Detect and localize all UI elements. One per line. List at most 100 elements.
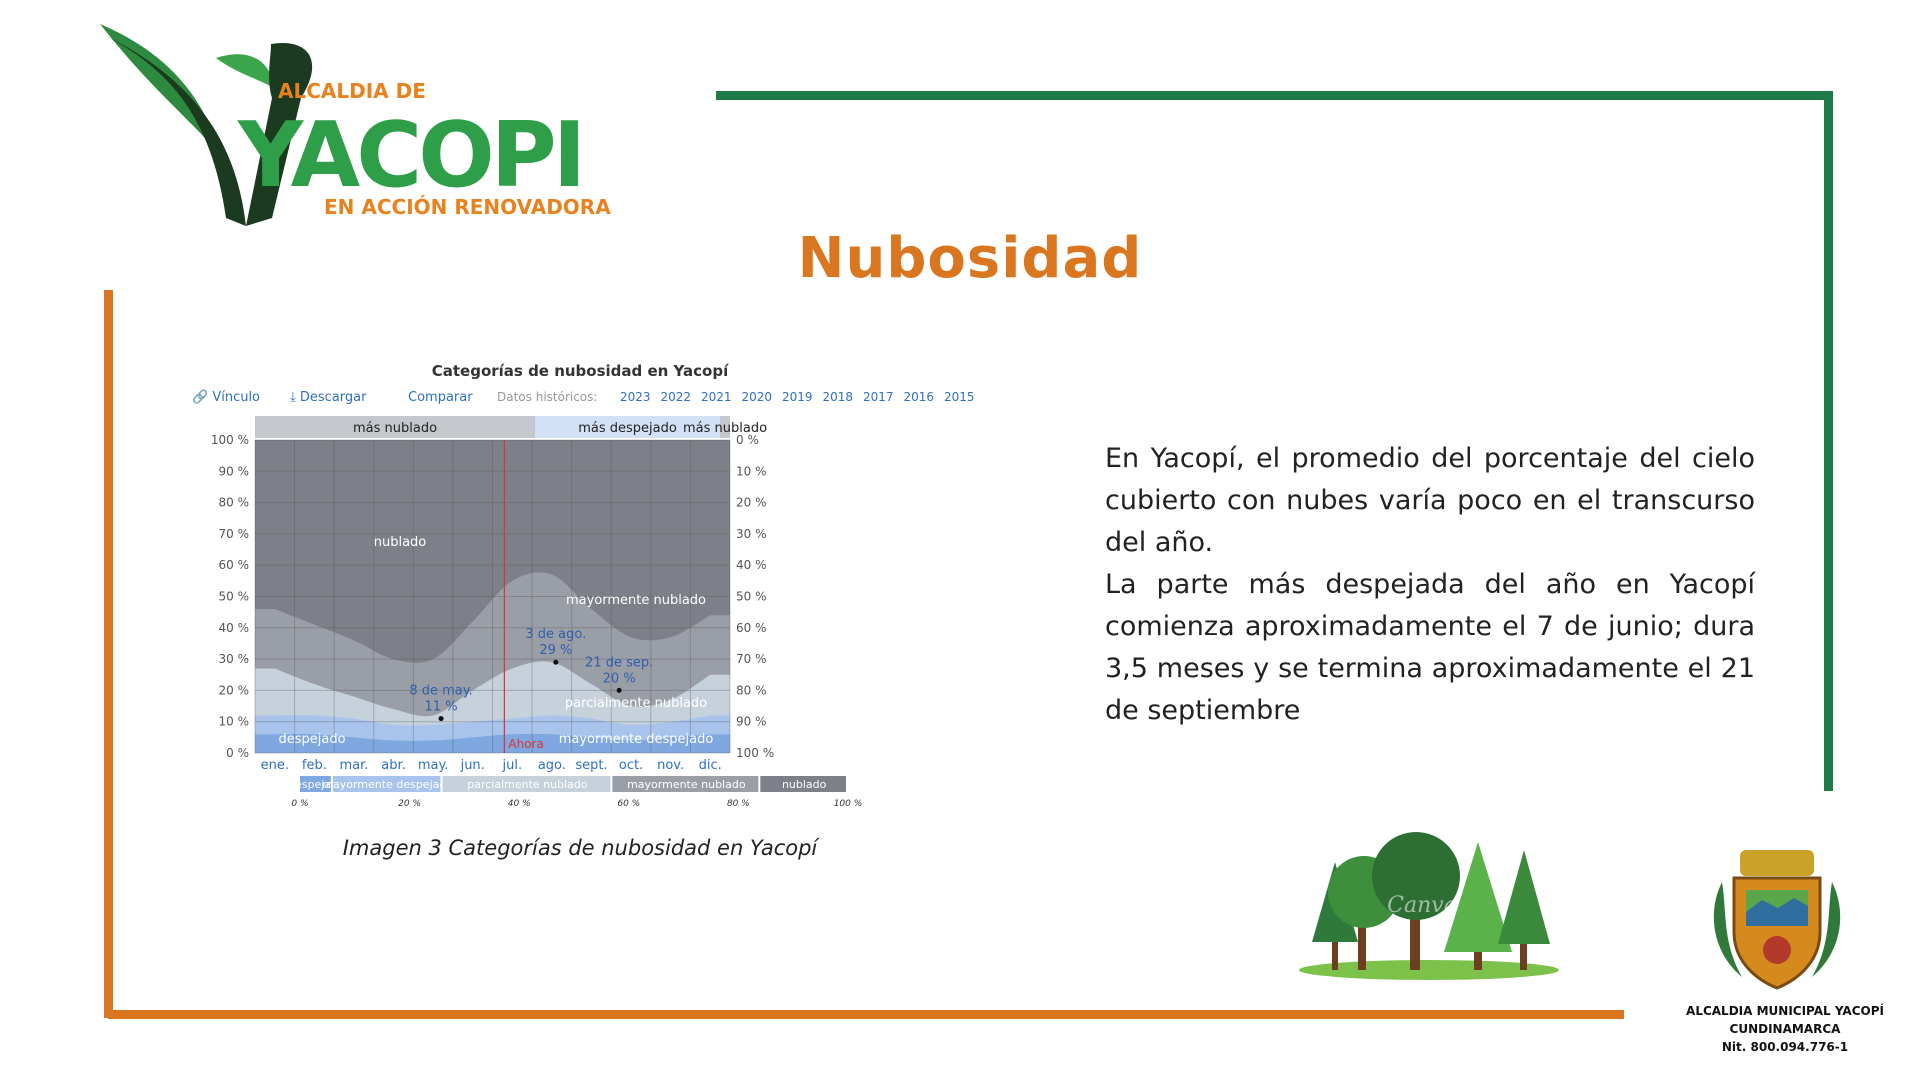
- year-link-2016[interactable]: 2016: [904, 390, 935, 404]
- annotation-point: [553, 659, 559, 665]
- compare-button[interactable]: Comparar: [408, 390, 473, 405]
- org-region: CUNDINAMARCA: [1729, 1022, 1841, 1036]
- annotation-value: 11 %: [425, 700, 458, 715]
- org-nit: Nit. 800.094.776-1: [1721, 1040, 1849, 1054]
- annotation-label: 3 de ago.: [525, 627, 586, 642]
- green-frame-horizontal: [716, 91, 1833, 100]
- area-despejado: [255, 733, 730, 753]
- y-tick-left: 0 %: [226, 746, 249, 760]
- season-band-label: más nublado: [353, 421, 437, 436]
- chart-season-bands: más nublado más despejado más nublado: [255, 416, 767, 438]
- y-tick-left: 10 %: [219, 715, 250, 729]
- year-link-2021[interactable]: 2021: [701, 390, 732, 404]
- y-tick-right: 30 %: [736, 527, 767, 541]
- legend-tick: 100 %: [834, 799, 863, 809]
- x-tick: ene.: [261, 758, 289, 773]
- cloud-cover-chart: Categorías de nubosidad en Yacopí 🔗 Vínc…: [192, 362, 975, 809]
- legend-swatch: [612, 776, 759, 792]
- season-band-label: más despejado: [578, 421, 677, 436]
- y-tick-left: 80 %: [219, 496, 250, 510]
- org-name: ALCALDIA MUNICIPAL YACOPÍ: [1686, 1004, 1884, 1018]
- y-tick-right: 10 %: [736, 464, 767, 478]
- x-tick: jul.: [501, 758, 522, 773]
- year-link-2018[interactable]: 2018: [823, 390, 854, 404]
- x-tick: nov.: [657, 758, 684, 773]
- y-tick-right: 70 %: [736, 652, 767, 666]
- legend-label: despejado: [288, 778, 345, 791]
- region-label: parcialmente nublado: [565, 696, 707, 711]
- legend-label: nublado: [782, 778, 827, 791]
- year-link-2020[interactable]: 2020: [742, 390, 773, 404]
- y-tick-left: 20 %: [219, 683, 250, 697]
- annotation-label: 8 de may.: [409, 684, 472, 699]
- y-tick-left: 100 %: [211, 433, 249, 447]
- x-tick: abr.: [381, 758, 406, 773]
- legend-label: mayormente despejado: [322, 778, 453, 791]
- season-band: [720, 416, 730, 438]
- region-label: despejado: [278, 732, 345, 747]
- description-paragraph-1: En Yacopí, el promedio del porcentaje de…: [1105, 443, 1755, 558]
- season-band: [255, 416, 535, 438]
- year-link-2015[interactable]: 2015: [944, 390, 975, 404]
- alcaldia-logo: ALCALDIA DE YACOPI EN ACCIÓN RENOVADORA: [100, 24, 611, 226]
- y-tick-right: 60 %: [736, 621, 767, 635]
- page-title: Nubosidad: [797, 226, 1143, 291]
- legend-label: mayormente nublado: [627, 778, 746, 791]
- historic-label: Datos históricos:: [497, 390, 597, 404]
- y-tick-right: 50 %: [736, 590, 767, 604]
- chart-areas: [255, 440, 730, 753]
- legend-swatch: [300, 776, 331, 792]
- link-button[interactable]: 🔗 Vínculo: [192, 388, 260, 405]
- y-tick-left: 90 %: [219, 464, 250, 478]
- chart-toolbar: 🔗 Vínculo ⤓ Descargar Comparar Datos histór…: [192, 388, 975, 405]
- green-frame-vertical: [1824, 91, 1833, 791]
- municipal-crest-icon: [1713, 850, 1841, 990]
- x-tick: oct.: [619, 758, 643, 773]
- logo-line1: ALCALDIA DE: [278, 79, 426, 103]
- x-tick: ago.: [538, 758, 566, 773]
- y-tick-right: 40 %: [736, 558, 767, 572]
- now-label: Ahora: [508, 737, 543, 751]
- y-tick-right: 100 %: [736, 746, 774, 760]
- y-tick-left: 40 %: [219, 621, 250, 635]
- x-tick: feb.: [302, 758, 327, 773]
- region-label: nublado: [374, 535, 427, 550]
- image-caption: Imagen 3 Categorías de nubosidad en Yaco…: [342, 836, 818, 860]
- legend-tick: 20 %: [398, 799, 421, 809]
- orange-frame-horizontal: [108, 1010, 1624, 1019]
- season-band-label: más nublado: [683, 421, 767, 436]
- year-link-2019[interactable]: 2019: [782, 390, 813, 404]
- y-tick-left: 60 %: [219, 558, 250, 572]
- x-tick: dic.: [699, 758, 722, 773]
- y-tick-right: 80 %: [736, 683, 767, 697]
- download-button[interactable]: ⤓ Descargar: [290, 390, 367, 405]
- region-label: mayormente despejado: [559, 732, 714, 747]
- canva-watermark: Canva: [1387, 893, 1457, 918]
- logo-line3: EN ACCIÓN RENOVADORA: [324, 195, 611, 219]
- legend-label: parcialmente nublado: [467, 778, 588, 791]
- orange-frame-vertical: [104, 290, 113, 1018]
- description-paragraph-2: La parte más despejada del año en Yacopí…: [1105, 569, 1755, 726]
- y-tick-right: 90 %: [736, 715, 767, 729]
- chart-region-labels: nublado mayormente nublado parcialmente nu…: [278, 535, 713, 747]
- chart-title: Categorías de nubosidad en Yacopí: [432, 362, 729, 380]
- legend-swatch: [760, 776, 846, 792]
- season-band: [535, 416, 720, 438]
- year-link-2023[interactable]: 2023: [620, 390, 651, 404]
- year-link-2017[interactable]: 2017: [863, 390, 894, 404]
- region-label: mayormente nublado: [566, 593, 706, 608]
- annotation-point: [438, 716, 444, 722]
- x-tick: mar.: [339, 758, 368, 773]
- legend-tick: 40 %: [508, 799, 531, 809]
- year-link-2022[interactable]: 2022: [661, 390, 692, 404]
- legend-tick: 0 %: [291, 799, 308, 809]
- legend-swatch: [332, 776, 441, 792]
- chart-grid: Ahora: [254, 439, 731, 754]
- description: En Yacopí, el promedio del porcentaje de…: [1105, 438, 1755, 732]
- legend-tick: 60 %: [617, 799, 640, 809]
- x-tick: sept.: [575, 758, 607, 773]
- annotation-value: 20 %: [603, 671, 636, 686]
- y-tick-left: 70 %: [219, 527, 250, 541]
- x-tick: jun.: [460, 758, 485, 773]
